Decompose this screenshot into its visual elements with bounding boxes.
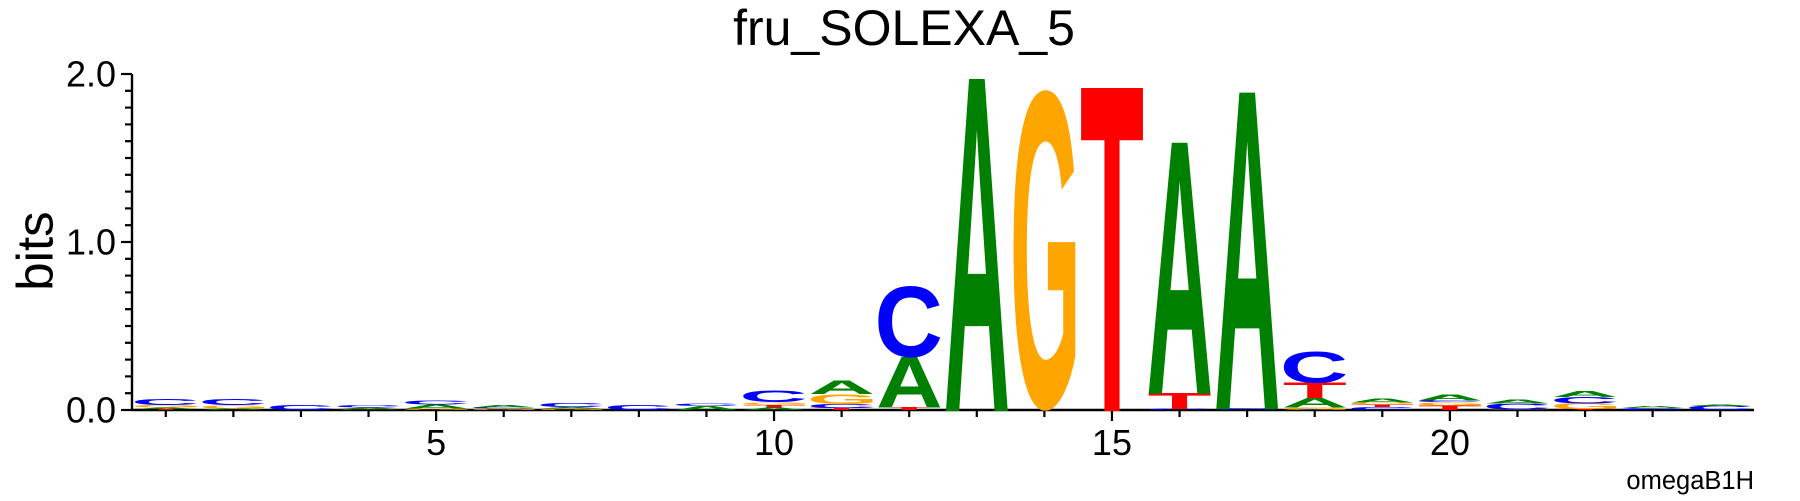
svg-text:bits: bits [7,211,64,290]
svg-text:C: C [131,397,199,407]
svg-text:5: 5 [426,422,446,463]
svg-text:C: C [537,402,605,408]
svg-text:C: C [672,403,740,407]
svg-text:G: G [1010,0,1081,496]
svg-text:C: C [266,404,334,412]
svg-text:A: A [1349,397,1415,403]
svg-text:0.0: 0.0 [66,390,116,431]
svg-text:C: C [401,400,469,406]
svg-text:2.0: 2.0 [66,54,116,95]
svg-text:A: A [1484,398,1550,404]
svg-text:A: A [1619,405,1685,408]
svg-text:A: A [1687,404,1753,406]
svg-text:1.0: 1.0 [66,222,116,263]
svg-text:A: A [944,0,1010,496]
svg-text:A: A [1552,389,1618,399]
svg-text:A: A [1146,65,1212,472]
svg-text:A: A [808,377,874,398]
svg-text:T: T [1080,0,1144,496]
svg-text:10: 10 [754,422,794,463]
svg-text:20: 20 [1430,422,1470,463]
svg-text:omegaB1H: omegaB1H [1626,467,1754,495]
svg-text:C: C [199,398,267,407]
svg-text:C: C [334,404,402,409]
svg-text:A: A [1214,0,1280,496]
svg-text:C: C [739,387,807,405]
svg-text:C: C [874,264,942,378]
svg-text:A: A [471,404,537,408]
svg-text:A: A [1417,393,1483,402]
svg-text:C: C [1280,342,1348,392]
svg-text:C: C [604,404,672,412]
